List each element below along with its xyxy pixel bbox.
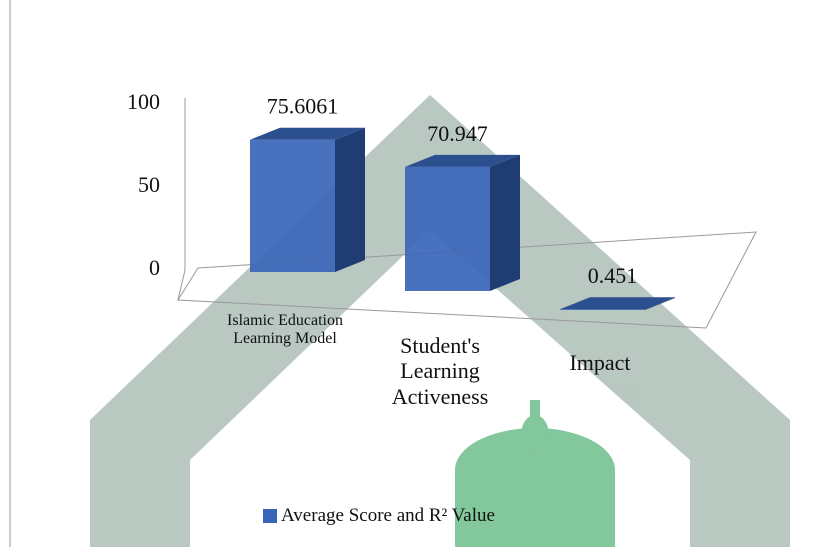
bar — [250, 140, 335, 272]
bar-side — [490, 155, 520, 291]
bar — [405, 167, 490, 291]
chart-canvas: 0 50 100 75.6061 70.947 0.451 — [0, 0, 814, 547]
x-tick-label: Impact — [535, 350, 665, 375]
legend-label: Average Score and R² Value — [281, 505, 495, 527]
bar-side — [335, 128, 365, 272]
legend: Average Score and R² Value — [263, 505, 495, 527]
y-tick-label: 50 — [138, 172, 160, 197]
bar — [560, 309, 645, 310]
y-tick-label: 100 — [127, 89, 160, 114]
chart: 0 50 100 75.6061 70.947 0.451 Average Score a… — [0, 0, 814, 547]
value-label: 70.947 — [427, 121, 488, 146]
axis-edge — [178, 270, 185, 300]
y-tick-label: 0 — [149, 255, 160, 280]
value-label: 0.451 — [588, 263, 638, 288]
value-label: 75.6061 — [267, 94, 339, 119]
x-tick-label: Student's Learning Activeness — [375, 333, 505, 409]
legend-swatch — [263, 509, 277, 523]
x-tick-label: Islamic Education Learning Model — [225, 312, 345, 349]
